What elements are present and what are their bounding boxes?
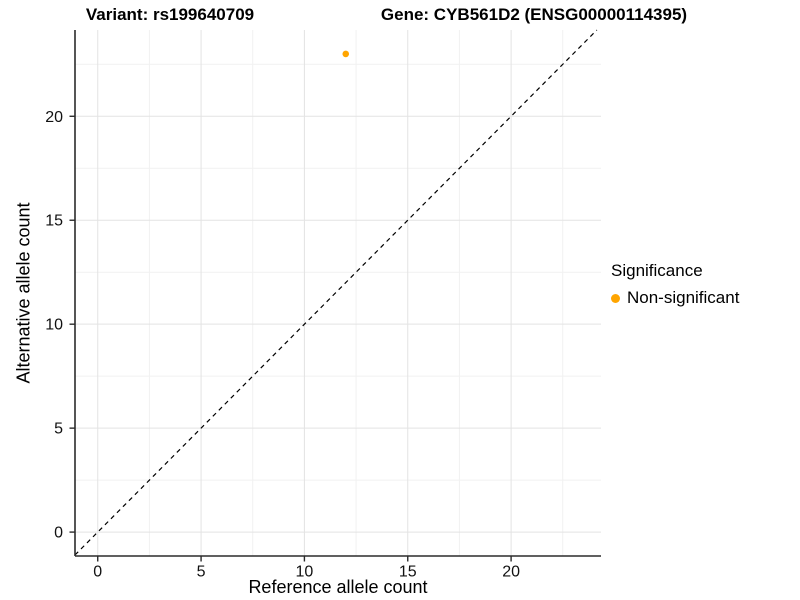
plot-title-variant: Variant: rs199640709 <box>85 5 255 24</box>
axes-layer: 0 5 10 15 20 0 5 10 15 20 <box>45 30 601 581</box>
x-tick-label: 20 <box>502 564 520 581</box>
x-tick-label: 10 <box>296 564 314 581</box>
identity-line-layer <box>74 29 598 556</box>
data-point <box>342 50 350 58</box>
y-tick-label: 20 <box>45 109 63 126</box>
gridlines <box>75 30 601 556</box>
legend-point-icon <box>611 293 620 303</box>
y-axis-title: Alternative allele count <box>13 202 34 384</box>
y-tick-label: 10 <box>45 317 63 334</box>
y-tick-label: 5 <box>54 421 63 438</box>
x-tick-label: 15 <box>399 564 417 581</box>
legend-entry-label: Non-significant <box>627 288 740 307</box>
x-tick-label: 5 <box>197 564 206 581</box>
legend: Significance Non-significant <box>611 261 739 308</box>
x-tick-label: 0 <box>93 564 102 581</box>
identity-line <box>74 29 598 556</box>
legend-entry: Non-significant <box>611 288 739 308</box>
y-tick-label: 0 <box>54 525 63 542</box>
data-points-layer <box>342 50 350 58</box>
x-axis-title: Reference allele count <box>248 577 428 597</box>
y-tick-label: 15 <box>45 213 63 230</box>
legend-title: Significance <box>611 261 703 280</box>
plot-title-gene: Gene: CYB561D2 (ENSG00000114395) <box>380 5 688 24</box>
